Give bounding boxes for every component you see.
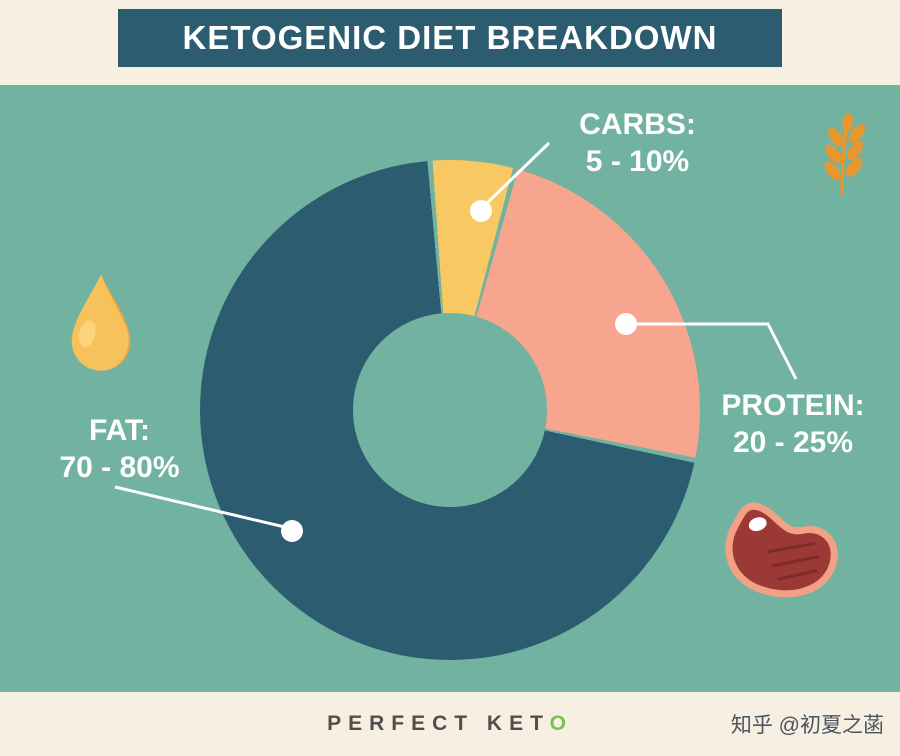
brand-logo: PERFECT KETO	[327, 712, 573, 736]
meat-texture-line	[767, 541, 817, 554]
carbs-label: CARBS: 5 - 10%	[550, 107, 725, 180]
protein-label: PROTEIN: 20 - 25%	[688, 388, 898, 461]
donut-hole	[353, 313, 547, 507]
wheat-icon	[824, 113, 866, 195]
wheat-grain	[828, 127, 845, 147]
oil-drop-icon	[71, 274, 131, 371]
wheat-grain	[825, 144, 842, 164]
wheat-grain	[848, 124, 866, 144]
meat-texture-line	[771, 555, 820, 568]
chart-area: CARBS: 5 - 10% PROTEIN: 20 - 25% FAT: 70…	[0, 85, 900, 692]
page-title: KETOGENIC DIET BREAKDOWN	[182, 19, 718, 56]
protein-label-value: 20 - 25%	[732, 425, 854, 459]
fat-label: FAT: 70 - 80%	[22, 413, 217, 486]
donut-chart	[200, 160, 700, 660]
header: KETOGENIC DIET BREAKDOWN	[0, 0, 900, 85]
wheat-grain	[845, 157, 863, 177]
protein-label-title: PROTEIN:	[721, 389, 865, 422]
brand-o-mark: O	[549, 712, 573, 735]
oil-drop-highlight	[79, 320, 96, 348]
wheat-grain	[824, 161, 841, 181]
meat-highlight	[748, 517, 767, 532]
meat-texture-line	[777, 569, 818, 581]
carbs-label-title: CARBS:	[579, 108, 696, 141]
oil-drop-body	[71, 274, 131, 371]
meat-icon	[725, 502, 838, 598]
watermark: 知乎 @初夏之菡	[730, 714, 884, 737]
wheat-grain	[846, 140, 864, 160]
fat-label-value: 70 - 80%	[59, 450, 180, 484]
carbs-label-value: 5 - 10%	[585, 144, 690, 178]
oil-drop-shade	[101, 274, 131, 370]
fat-label-title: FAT:	[88, 414, 151, 447]
title-bar: KETOGENIC DIET BREAKDOWN	[118, 9, 782, 67]
brand-text: PERFECT KET	[327, 712, 550, 735]
footer: PERFECT KETO 知乎 @初夏之菡	[0, 692, 900, 756]
wheat-grain	[842, 113, 853, 133]
